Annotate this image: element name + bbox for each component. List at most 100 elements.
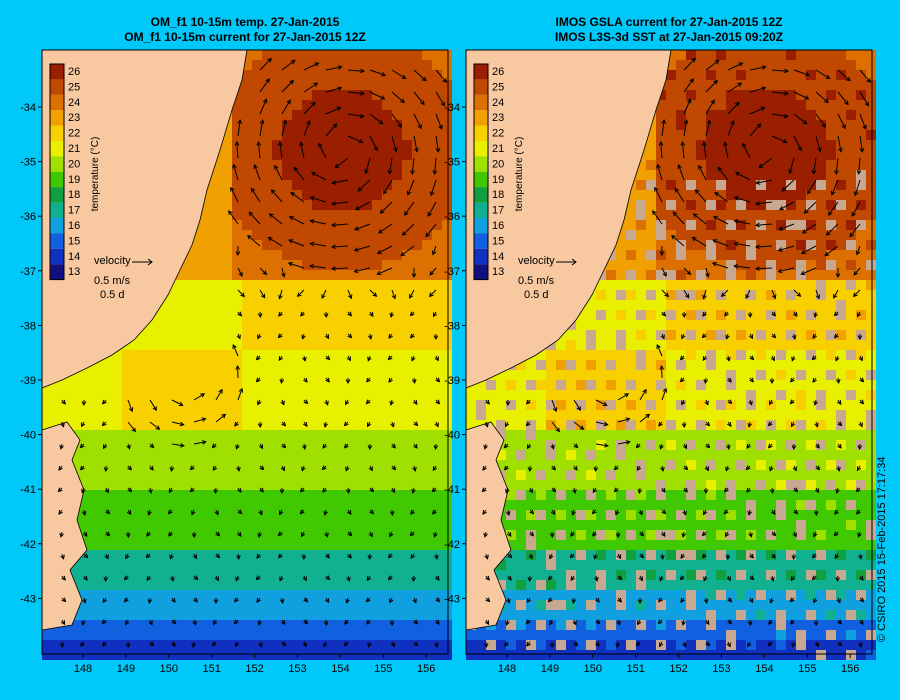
sst-cell <box>112 520 122 530</box>
sst-cell <box>432 100 442 110</box>
velocity-arrowhead <box>365 399 371 405</box>
sst-cell <box>776 250 786 260</box>
sst-cell <box>826 390 836 400</box>
sst-cell <box>202 380 212 390</box>
sst-cell <box>192 470 202 480</box>
sst-cell <box>362 610 372 620</box>
sst-cell <box>706 370 716 380</box>
sst-cell <box>302 200 312 210</box>
sst-cell <box>362 600 372 610</box>
sst-cell <box>756 140 766 150</box>
sst-cell <box>706 420 716 430</box>
sst-cell <box>646 370 656 380</box>
velocity-arrowhead <box>324 532 329 538</box>
velocity-arrowhead <box>369 312 374 317</box>
sst-cell <box>352 390 362 400</box>
left-title-line1: OM_f1 10-15m temp. 27-Jan-2015 <box>150 15 340 29</box>
sst-cell <box>666 290 676 300</box>
sst-cell <box>92 420 102 430</box>
sst-cell <box>232 630 242 640</box>
sst-cell <box>766 290 776 300</box>
sst-cell <box>392 480 402 490</box>
sst-cell <box>686 360 696 370</box>
lat-tick-label: -34 <box>20 102 36 114</box>
sst-cell <box>322 270 332 280</box>
velocity-arrowhead <box>343 641 349 647</box>
sst-cell <box>392 180 402 190</box>
sst-cell <box>92 610 102 620</box>
sst-cell <box>192 520 202 530</box>
sst-cell <box>272 90 282 100</box>
sst-cell <box>816 190 826 200</box>
sst-cell <box>816 230 826 240</box>
sst-cell <box>272 550 282 560</box>
colorbar-swatch <box>50 79 64 95</box>
sst-cell <box>442 420 452 430</box>
sst-cell <box>192 370 202 380</box>
sst-cell <box>696 250 706 260</box>
sst-cell <box>52 650 62 660</box>
sst-cell <box>666 120 676 130</box>
sst-cell <box>272 280 282 290</box>
sst-cell <box>302 290 312 300</box>
velocity-arrowhead <box>232 163 237 169</box>
velocity-arrowhead <box>105 509 111 515</box>
sst-cell <box>726 360 736 370</box>
sst-cell <box>836 410 846 420</box>
sst-cell <box>756 370 766 380</box>
sst-cell <box>666 340 676 350</box>
sst-cell <box>312 550 322 560</box>
sst-cell <box>72 610 82 620</box>
velocity-vectors <box>57 57 448 649</box>
sst-cell <box>756 390 766 400</box>
sst-cell <box>332 120 342 130</box>
sst-cell <box>172 470 182 480</box>
sst-cell <box>342 590 352 600</box>
sst-cell <box>342 310 352 320</box>
sst-cell <box>806 100 816 110</box>
sst-cell <box>232 470 242 480</box>
sst-cell <box>132 640 142 650</box>
sst-cell <box>796 350 806 360</box>
sst-cell <box>422 630 432 640</box>
sst-cell <box>242 500 252 510</box>
sst-cell <box>362 310 372 320</box>
sst-cell <box>202 480 212 490</box>
velocity-arrow <box>435 91 445 106</box>
velocity-arrow <box>413 91 425 105</box>
colorbar-swatch <box>50 171 64 188</box>
velocity-arrow <box>413 113 422 129</box>
sst-cell <box>132 610 142 620</box>
sst-cell <box>676 50 686 60</box>
velocity-arrowhead <box>237 532 242 537</box>
sst-cell <box>172 520 182 530</box>
sst-cell <box>352 400 362 410</box>
sst-cell <box>756 280 766 290</box>
velocity-arrowhead <box>218 388 223 394</box>
sst-cell <box>342 330 352 340</box>
sst-cell <box>412 320 422 330</box>
sst-cell <box>422 140 432 150</box>
sst-cell <box>616 440 626 450</box>
velocity-arrow <box>391 289 396 299</box>
sst-cell <box>422 170 432 180</box>
sst-cell <box>322 560 332 570</box>
sst-cell <box>586 300 596 310</box>
sst-cell <box>646 410 656 420</box>
sst-cell <box>716 350 726 360</box>
sst-cell <box>786 250 796 260</box>
sst-cell <box>806 200 816 210</box>
sst-cell <box>402 560 412 570</box>
sst-cell <box>646 360 656 370</box>
sst-cell <box>676 370 686 380</box>
velocity-arrowhead <box>104 554 109 560</box>
sst-cell <box>736 130 746 140</box>
velocity-arrow <box>259 99 267 115</box>
sst-cell <box>466 410 476 420</box>
sst-cell <box>726 250 736 260</box>
sst-cell <box>332 280 342 290</box>
sst-cell <box>342 490 352 500</box>
sst-cell <box>546 350 556 360</box>
sst-cell <box>716 440 726 450</box>
sst-cell <box>866 280 876 290</box>
